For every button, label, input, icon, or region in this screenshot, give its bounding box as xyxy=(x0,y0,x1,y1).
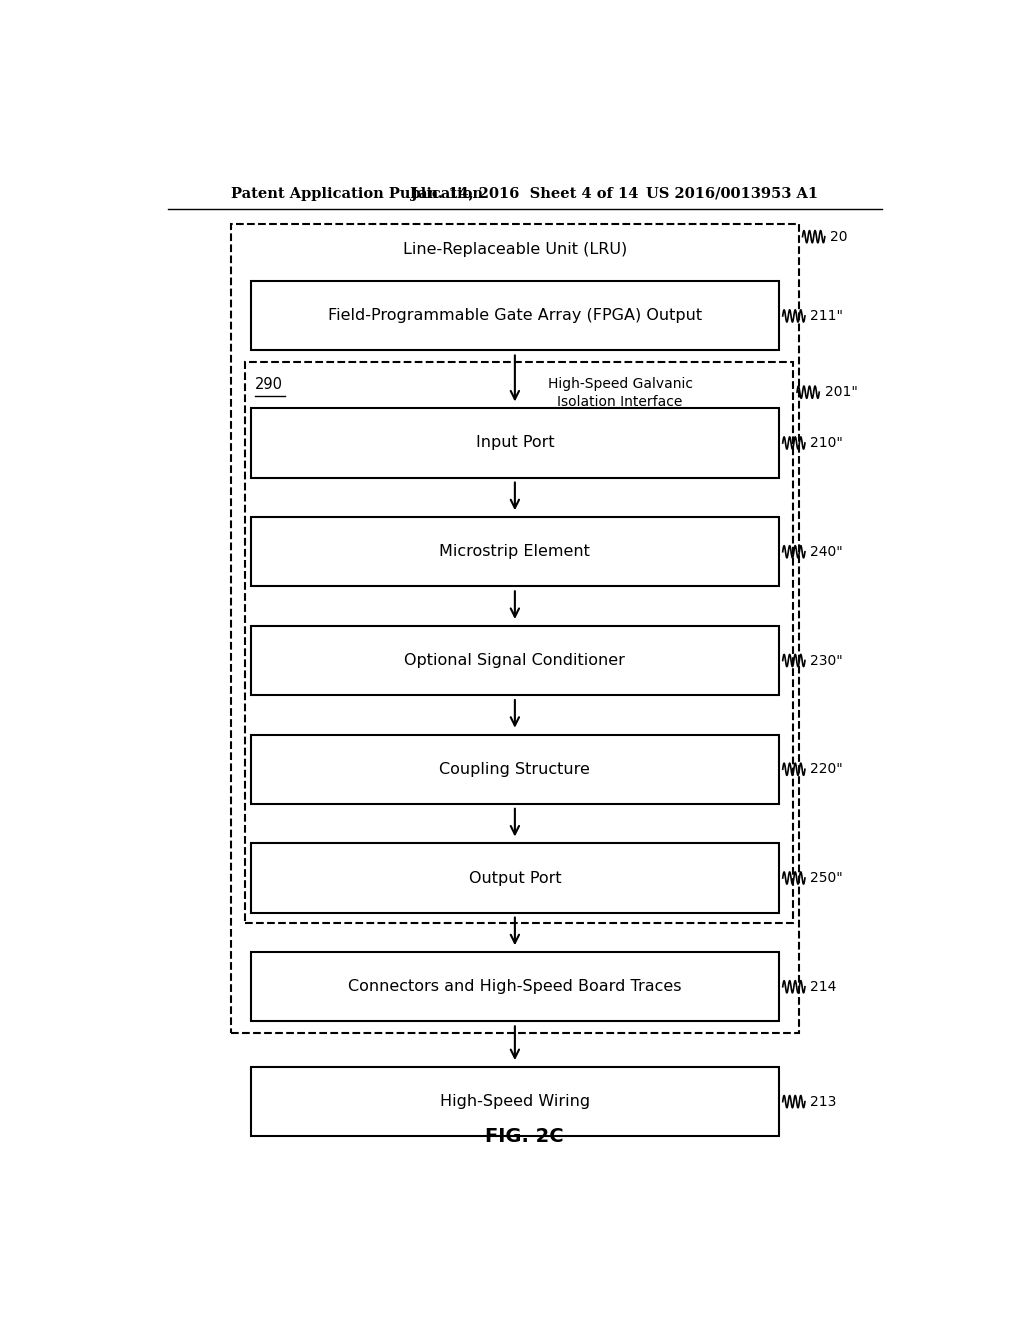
Text: 201": 201" xyxy=(824,385,858,399)
Text: Output Port: Output Port xyxy=(469,870,561,886)
Text: US 2016/0013953 A1: US 2016/0013953 A1 xyxy=(646,187,818,201)
Text: 211": 211" xyxy=(811,309,844,323)
Text: Line-Replaceable Unit (LRU): Line-Replaceable Unit (LRU) xyxy=(402,243,627,257)
Text: Field-Programmable Gate Array (FPGA) Output: Field-Programmable Gate Array (FPGA) Out… xyxy=(328,309,701,323)
Text: Optional Signal Conditioner: Optional Signal Conditioner xyxy=(404,653,626,668)
Text: 230": 230" xyxy=(811,653,843,668)
Text: 240": 240" xyxy=(811,545,843,558)
Text: 213: 213 xyxy=(811,1094,837,1109)
Text: 220": 220" xyxy=(811,762,843,776)
Text: Jan. 14, 2016  Sheet 4 of 14: Jan. 14, 2016 Sheet 4 of 14 xyxy=(411,187,639,201)
Text: Input Port: Input Port xyxy=(475,436,554,450)
Text: Connectors and High-Speed Board Traces: Connectors and High-Speed Board Traces xyxy=(348,979,682,994)
Text: 250": 250" xyxy=(811,871,843,884)
Text: FIG. 2C: FIG. 2C xyxy=(485,1127,564,1146)
Text: High-Speed Galvanic
Isolation Interface: High-Speed Galvanic Isolation Interface xyxy=(548,378,692,409)
Text: 214: 214 xyxy=(811,979,837,994)
Text: 210": 210" xyxy=(811,436,844,450)
Text: Patent Application Publication: Patent Application Publication xyxy=(231,187,483,201)
Text: Coupling Structure: Coupling Structure xyxy=(439,762,590,776)
Text: High-Speed Wiring: High-Speed Wiring xyxy=(440,1094,590,1109)
Text: Microstrip Element: Microstrip Element xyxy=(439,544,590,560)
Text: 290: 290 xyxy=(255,376,283,392)
Text: 20: 20 xyxy=(830,230,848,244)
